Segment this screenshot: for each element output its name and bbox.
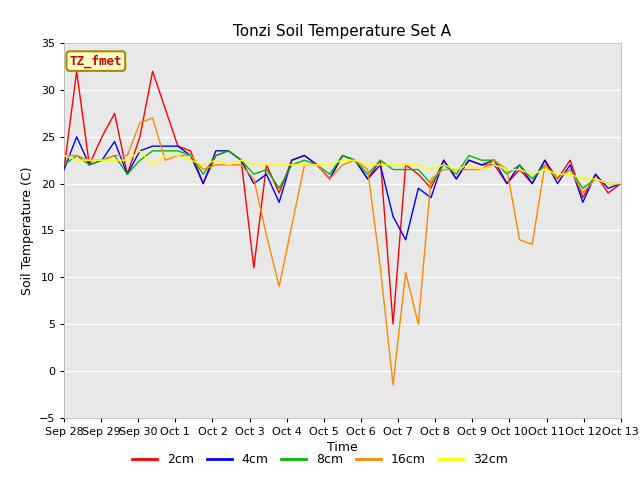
Legend: 2cm, 4cm, 8cm, 16cm, 32cm: 2cm, 4cm, 8cm, 16cm, 32cm	[127, 448, 513, 471]
Y-axis label: Soil Temperature (C): Soil Temperature (C)	[21, 166, 35, 295]
X-axis label: Time: Time	[327, 441, 358, 454]
Title: Tonzi Soil Temperature Set A: Tonzi Soil Temperature Set A	[234, 24, 451, 39]
Text: TZ_fmet: TZ_fmet	[70, 54, 122, 68]
